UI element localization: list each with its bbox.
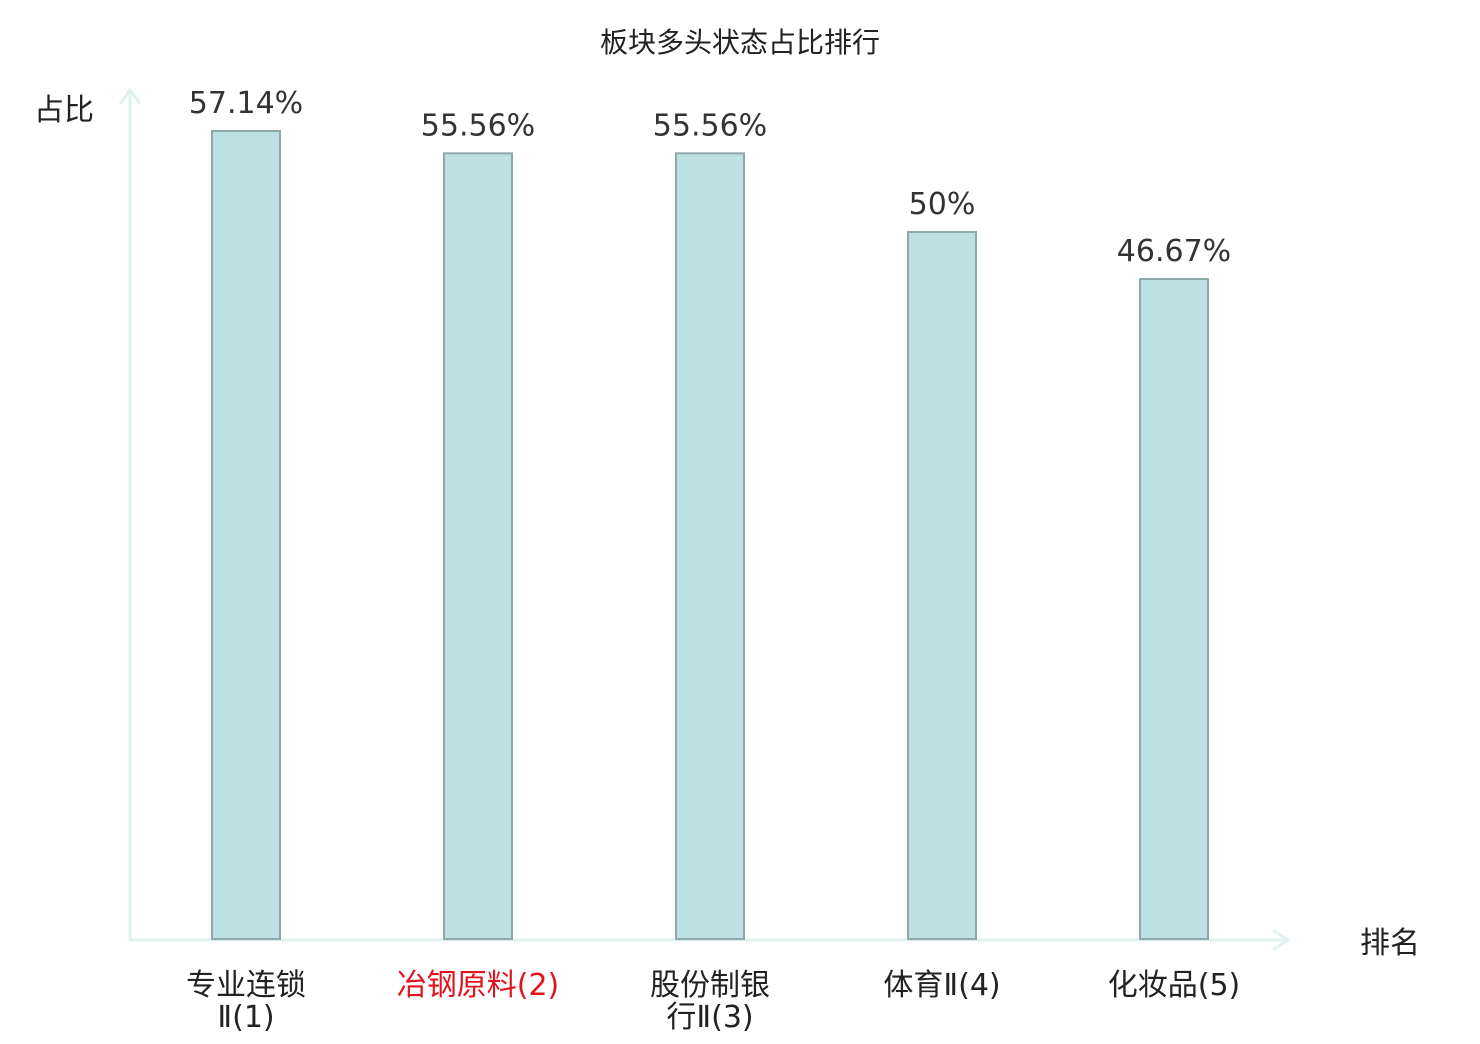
value-label: 55.56% — [421, 108, 535, 143]
bars-group — [211, 130, 1209, 940]
x-axis-label: 排名 — [1360, 926, 1420, 961]
x-axis-arrow — [1272, 928, 1291, 952]
value-labels-group: 57.14% 55.56% 55.56% 50% 46.67% — [189, 86, 1231, 269]
bar — [443, 152, 513, 940]
category-tick-label: 体育Ⅱ(4) — [883, 968, 1000, 1003]
y-axis-label: 占比 — [34, 93, 94, 128]
y-axis-arrow — [118, 87, 142, 105]
axes — [118, 87, 1291, 952]
value-label: 46.67% — [1117, 234, 1231, 269]
bar — [907, 230, 977, 940]
category-tick-label: 股份制银行Ⅱ(3) — [650, 968, 770, 1035]
category-tick-label: 化妆品(5) — [1108, 968, 1241, 1003]
bar — [1139, 278, 1209, 940]
category-tick-label: 专业连锁 Ⅱ(1) — [186, 968, 306, 1035]
value-label: 57.14% — [189, 86, 303, 121]
value-label: 50% — [909, 187, 976, 222]
chart-title: 板块多头状态占比排行 — [600, 26, 880, 59]
value-label: 55.56% — [653, 108, 767, 143]
category-tick-label: 冶钢原料(2) — [397, 968, 560, 1003]
bar — [211, 130, 281, 940]
bar — [675, 152, 745, 940]
category-labels-group: 专业连锁 Ⅱ(1) 冶钢原料(2) 股份制银行Ⅱ(3) 体育Ⅱ(4) 化妆品(5) — [186, 968, 1240, 1035]
